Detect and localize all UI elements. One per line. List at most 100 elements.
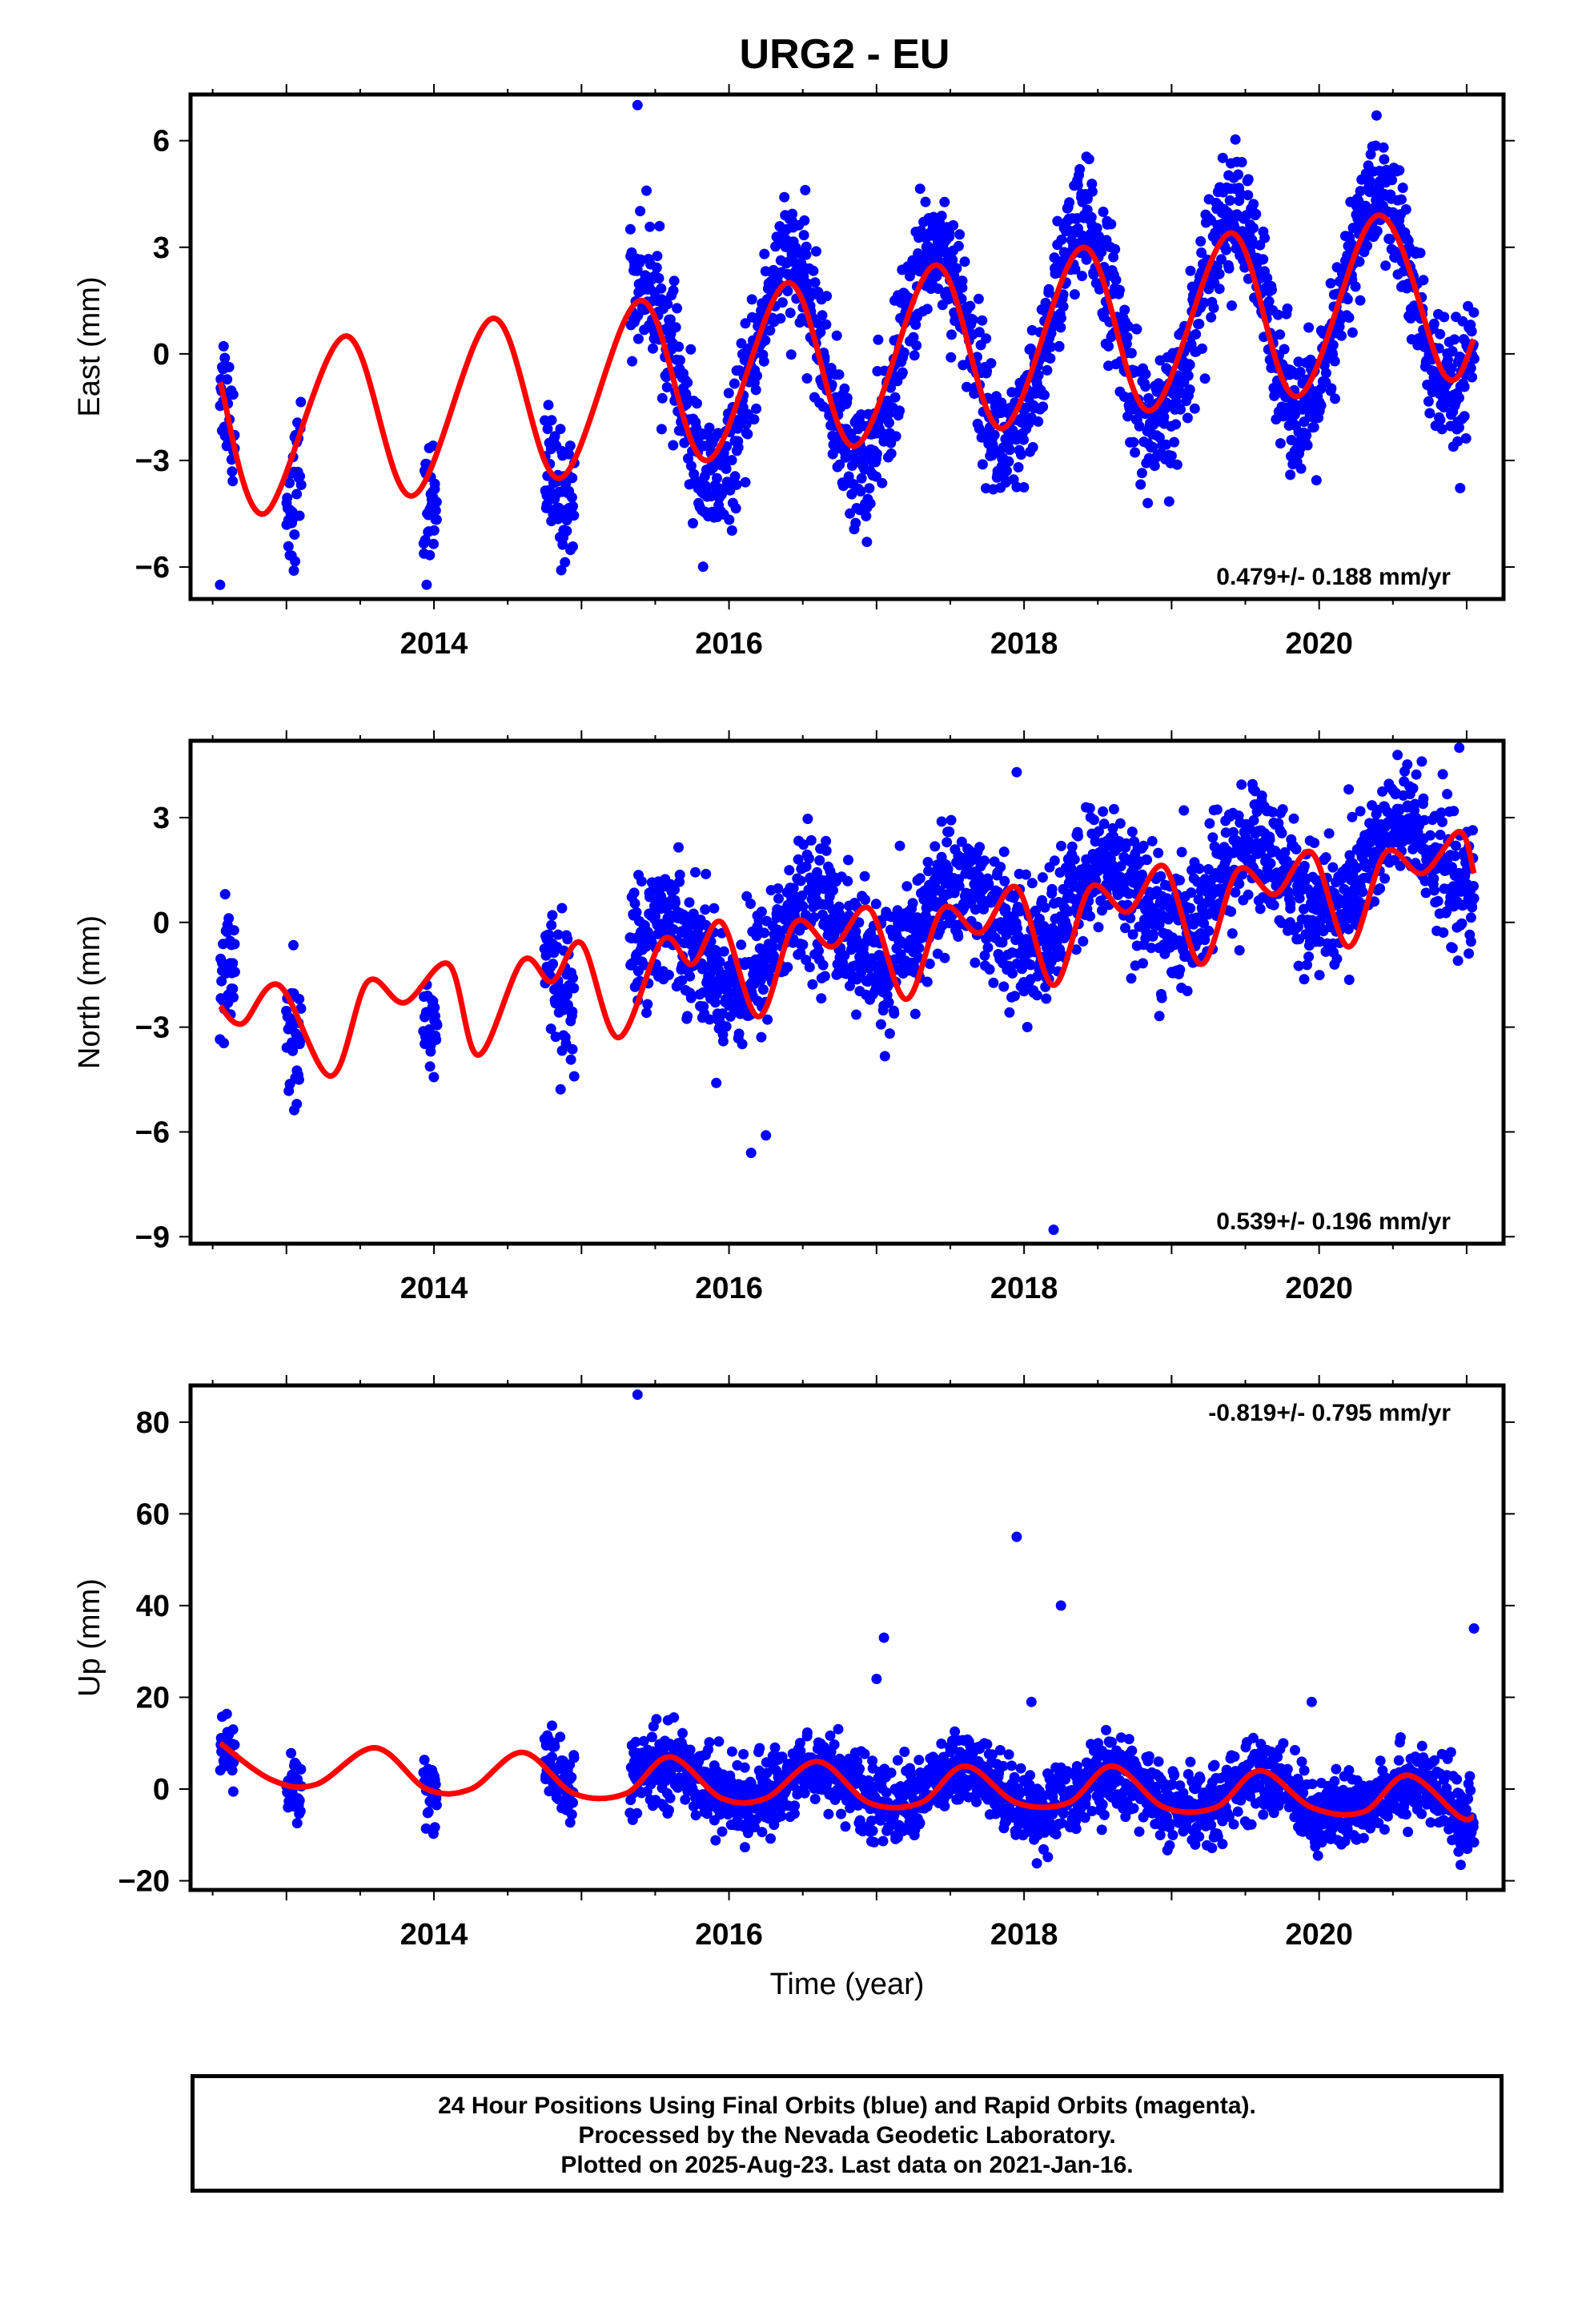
data-point — [1098, 818, 1110, 830]
data-point — [1039, 389, 1050, 400]
data-point — [1387, 175, 1398, 186]
data-point — [861, 537, 873, 548]
data-point — [424, 1061, 436, 1072]
data-point — [1355, 806, 1366, 817]
data-point — [1073, 830, 1083, 842]
data-point — [641, 185, 652, 196]
data-point — [1437, 769, 1448, 780]
data-point — [428, 538, 439, 549]
data-point — [1442, 789, 1453, 800]
data-point — [1295, 367, 1306, 377]
data-point — [1110, 275, 1122, 286]
data-point — [740, 318, 751, 329]
data-point — [1243, 889, 1254, 900]
data-point — [656, 424, 667, 435]
data-point — [227, 466, 238, 477]
data-point — [1030, 905, 1041, 916]
data-point — [1226, 906, 1237, 917]
data-point — [549, 431, 560, 442]
data-point — [1260, 872, 1271, 883]
data-point — [1223, 263, 1235, 274]
data-point — [219, 352, 231, 364]
data-point — [884, 417, 894, 428]
data-point — [1186, 887, 1197, 899]
data-point — [954, 229, 966, 240]
data-point — [942, 837, 953, 848]
data-point — [946, 814, 957, 826]
data-point — [1233, 169, 1244, 180]
data-point — [1058, 301, 1069, 312]
data-point — [946, 352, 957, 363]
data-point — [930, 841, 941, 852]
data-point — [1130, 447, 1141, 458]
data-point — [1454, 742, 1465, 754]
data-point — [1402, 759, 1413, 770]
data-point — [982, 942, 994, 953]
data-point — [1108, 803, 1119, 814]
data-point — [1418, 275, 1429, 286]
data-point — [423, 1807, 434, 1818]
x-tick-label: 2018 — [990, 627, 1058, 661]
data-point — [1267, 284, 1277, 296]
data-point — [812, 318, 823, 329]
data-point — [793, 854, 804, 865]
data-point — [953, 240, 964, 251]
data-point — [804, 853, 814, 864]
data-point — [632, 1807, 643, 1819]
data-point — [291, 1099, 303, 1110]
data-point — [1357, 887, 1368, 898]
data-point — [685, 971, 696, 982]
data-point — [942, 863, 954, 875]
data-point — [218, 340, 229, 352]
data-point — [870, 899, 881, 910]
data-point — [1004, 1007, 1015, 1018]
data-point — [1054, 340, 1065, 352]
data-point — [867, 1755, 878, 1767]
data-point — [1284, 917, 1295, 928]
data-point — [795, 1745, 806, 1756]
data-point — [860, 895, 871, 905]
data-point — [944, 826, 955, 838]
data-point — [1325, 278, 1336, 289]
data-point — [959, 256, 970, 267]
data-point — [662, 299, 673, 310]
data-point — [947, 255, 958, 265]
data-point — [1285, 899, 1296, 909]
data-point — [1199, 297, 1210, 308]
data-point — [833, 369, 845, 380]
data-point — [1072, 179, 1083, 191]
data-point — [1012, 923, 1022, 934]
data-point — [794, 1738, 805, 1748]
data-point — [773, 883, 784, 894]
data-point — [1370, 140, 1381, 151]
data-point — [1411, 769, 1422, 780]
data-point — [1449, 334, 1460, 345]
data-point — [1056, 234, 1067, 245]
data-point — [1360, 200, 1371, 211]
data-point — [1355, 295, 1366, 306]
data-point — [1456, 918, 1468, 929]
data-point — [674, 1772, 685, 1783]
data-point — [1465, 936, 1476, 947]
data-point — [756, 1031, 767, 1043]
data-point — [828, 885, 838, 896]
data-point — [627, 356, 638, 367]
data-point — [1301, 430, 1312, 441]
data-point — [1086, 211, 1097, 223]
data-point — [1055, 322, 1066, 333]
data-point — [1394, 165, 1405, 176]
data-point — [547, 910, 558, 921]
data-point — [546, 415, 557, 426]
data-point — [1234, 879, 1245, 890]
data-point — [913, 943, 925, 954]
data-point — [656, 392, 668, 404]
data-point — [946, 329, 957, 340]
y-tick-label: −3 — [135, 444, 170, 478]
data-point — [1265, 858, 1276, 869]
data-point — [1156, 992, 1167, 1003]
data-point — [1171, 459, 1182, 470]
data-point — [1015, 449, 1026, 460]
data-point — [670, 322, 681, 333]
data-point — [789, 1808, 800, 1819]
data-point — [801, 241, 812, 252]
